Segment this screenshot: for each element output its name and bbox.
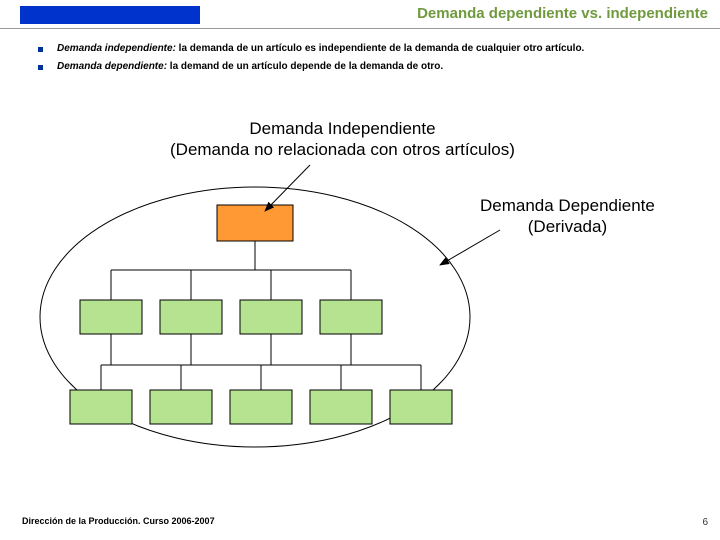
dependent-demand-label: Demanda Dependiente (Derivada) xyxy=(480,195,655,238)
header-accent-block xyxy=(20,6,200,24)
bullet-list: Demanda independiente: la demanda de un … xyxy=(38,42,678,78)
footer-text: Dirección de la Producción. Curso 2006-2… xyxy=(22,516,215,526)
independent-demand-label: Demanda Independiente (Demanda no relaci… xyxy=(170,118,515,161)
bullet-marker-icon xyxy=(38,47,43,52)
bullet-text: Demanda independiente: la demanda de un … xyxy=(57,42,584,56)
bullet-marker-icon xyxy=(38,65,43,70)
header-bar: Demanda dependiente vs. independiente xyxy=(0,0,720,30)
bullet-item: Demanda dependiente: la demand de un art… xyxy=(38,60,678,74)
slide-title: Demanda dependiente vs. independiente xyxy=(417,5,708,22)
tree-diagram xyxy=(20,175,480,465)
bullet-item: Demanda independiente: la demanda de un … xyxy=(38,42,678,56)
bullet-text: Demanda dependiente: la demand de un art… xyxy=(57,60,443,74)
page-number: 6 xyxy=(702,517,708,528)
title-underline xyxy=(0,28,720,29)
tree-svg xyxy=(20,175,480,465)
